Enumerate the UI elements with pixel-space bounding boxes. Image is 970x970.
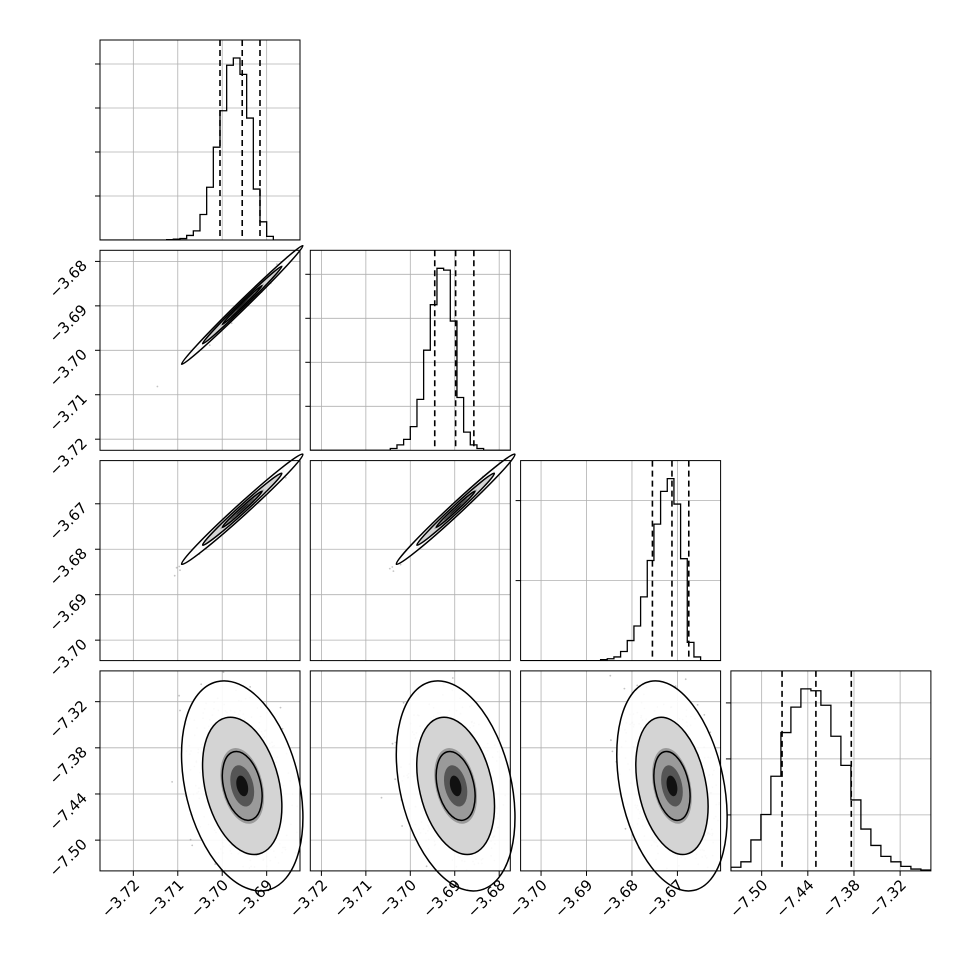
sample-point — [503, 897, 505, 899]
contour-line — [180, 453, 304, 566]
sample-point — [624, 827, 627, 830]
contour-line — [201, 472, 283, 547]
contour-line — [416, 716, 496, 856]
sample-point — [425, 865, 428, 868]
sample-point — [703, 714, 706, 716]
sample-point — [305, 240, 307, 242]
contour-line — [435, 750, 476, 822]
sample-point — [399, 563, 402, 566]
sample-point — [636, 684, 639, 687]
panel-frame — [99, 460, 301, 662]
sample-point — [515, 798, 517, 800]
sample-point — [684, 678, 687, 681]
sample-point — [451, 677, 454, 679]
sample-point — [611, 750, 614, 753]
sample-point — [514, 451, 516, 453]
sample-point — [392, 570, 395, 572]
sample-point — [517, 806, 519, 808]
sample-point — [517, 451, 519, 453]
sample-point — [178, 694, 181, 697]
histogram-panel-2 — [305, 249, 511, 451]
contour-line — [221, 490, 263, 529]
sample-point — [222, 671, 225, 674]
sample-point — [284, 476, 287, 479]
sample-point — [179, 569, 181, 572]
contour-line — [395, 453, 516, 566]
panel-frame — [99, 39, 301, 241]
sample-point — [179, 709, 181, 712]
density-peak — [236, 503, 249, 515]
contour-line — [221, 750, 263, 822]
sample-point — [175, 566, 178, 569]
contour-line — [201, 716, 283, 856]
sample-point — [380, 796, 383, 799]
contour-line — [180, 244, 304, 366]
sample-point — [391, 566, 394, 568]
sample-point — [189, 838, 192, 841]
sample-point — [173, 574, 176, 577]
scatter-panel-3-2 — [309, 434, 531, 662]
panel-frame — [520, 460, 722, 662]
sample-point — [234, 890, 236, 892]
sample-point — [402, 701, 405, 704]
panel-frame — [309, 460, 511, 662]
sample-point — [276, 922, 278, 924]
sample-point — [529, 434, 531, 436]
sample-point — [156, 385, 159, 388]
histogram-steps — [520, 477, 721, 661]
scatter-panel-4-1 — [99, 670, 304, 924]
contour-line — [395, 680, 516, 892]
sample-point — [279, 706, 282, 709]
sample-point — [401, 825, 403, 827]
contour-line — [416, 472, 496, 547]
contour-line — [180, 680, 304, 892]
sample-point — [522, 809, 524, 811]
sample-point — [276, 263, 278, 266]
contour-line — [435, 490, 476, 529]
sample-point — [178, 565, 181, 568]
scatter-panel-2-1 — [99, 240, 307, 451]
sample-point — [388, 567, 391, 570]
sample-point — [623, 687, 626, 690]
sample-point — [304, 243, 306, 245]
histogram-steps — [730, 688, 931, 871]
density-peak — [236, 775, 249, 797]
histogram-panel-1 — [95, 39, 301, 241]
sample-point — [296, 886, 298, 888]
sample-point — [208, 344, 211, 347]
sample-point — [249, 686, 252, 688]
sample-point — [263, 918, 265, 920]
histogram-panel-3 — [515, 460, 722, 662]
sample-point — [191, 844, 194, 847]
sample-point — [696, 704, 699, 706]
sample-point — [200, 683, 203, 686]
sample-point — [214, 863, 217, 865]
histogram-panel-4 — [725, 670, 932, 872]
sample-point — [171, 781, 174, 783]
sample-point — [394, 778, 397, 781]
density-peak — [449, 775, 462, 797]
density-peak — [449, 503, 462, 515]
sample-point — [230, 322, 233, 325]
scatter-panel-3-1 — [99, 453, 304, 662]
panel-frame — [730, 670, 932, 872]
scatter-panel-4-2 — [309, 670, 524, 899]
density-peak — [236, 299, 249, 311]
sample-point — [391, 742, 394, 745]
contour-line — [221, 284, 263, 326]
panel-frame — [99, 670, 301, 872]
panel-frame — [309, 249, 511, 451]
contour-line — [201, 265, 283, 345]
scatter-panel-4-3 — [520, 670, 728, 892]
histogram-steps — [100, 57, 300, 240]
